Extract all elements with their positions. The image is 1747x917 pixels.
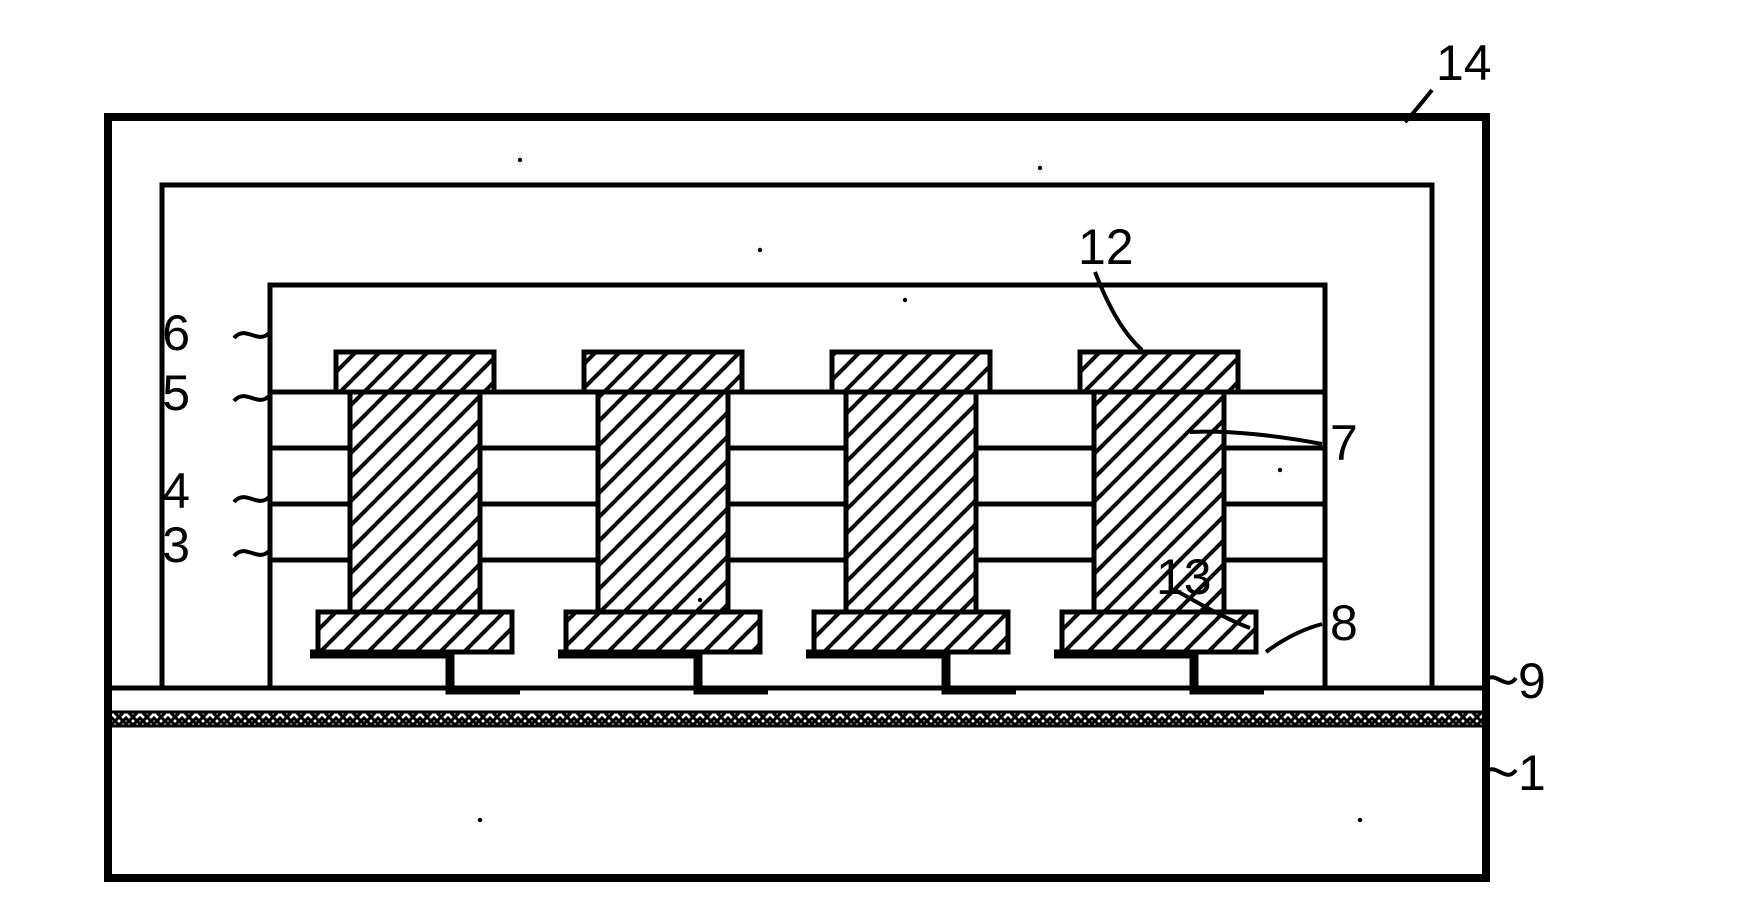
speck: [1038, 166, 1042, 170]
pillar-body: [598, 392, 728, 612]
label-tick: [1486, 769, 1516, 775]
label-tick: [234, 332, 270, 338]
step-trace: [806, 654, 1016, 690]
label-tick: [234, 550, 270, 556]
label-leader: [1266, 624, 1322, 652]
label-text: 6: [162, 305, 190, 361]
step-trace: [1054, 654, 1264, 690]
step-trace: [558, 654, 768, 690]
label-text: 4: [162, 463, 190, 519]
pillar-cap: [336, 352, 494, 392]
speck: [903, 298, 907, 302]
speck: [518, 158, 522, 162]
label-text: 7: [1330, 415, 1358, 471]
pillar-cap: [584, 352, 742, 392]
label-text: 14: [1436, 35, 1492, 91]
label-text: 5: [162, 365, 190, 421]
pillar-cap: [832, 352, 990, 392]
label-text: 3: [162, 517, 190, 573]
speck: [758, 248, 762, 252]
speck: [698, 598, 702, 602]
label-text: 9: [1518, 653, 1546, 709]
pillar-body: [846, 392, 976, 612]
speck: [1278, 468, 1282, 472]
pillar-body: [350, 392, 480, 612]
thin-hatched-layer: [108, 712, 1486, 726]
step-trace: [310, 654, 520, 690]
speck: [478, 818, 482, 822]
pillar-base: [318, 612, 512, 652]
pillar-cap: [1080, 352, 1238, 392]
pillar-base: [566, 612, 760, 652]
pillar-base: [814, 612, 1008, 652]
outer-frame: [108, 117, 1486, 878]
label-tick: [234, 496, 270, 502]
label-text: 12: [1078, 219, 1134, 275]
label-tick: [1486, 677, 1516, 683]
label-text: 1: [1518, 745, 1546, 801]
label-tick: [234, 395, 270, 401]
speck: [1358, 818, 1362, 822]
label-text: 8: [1330, 595, 1358, 651]
